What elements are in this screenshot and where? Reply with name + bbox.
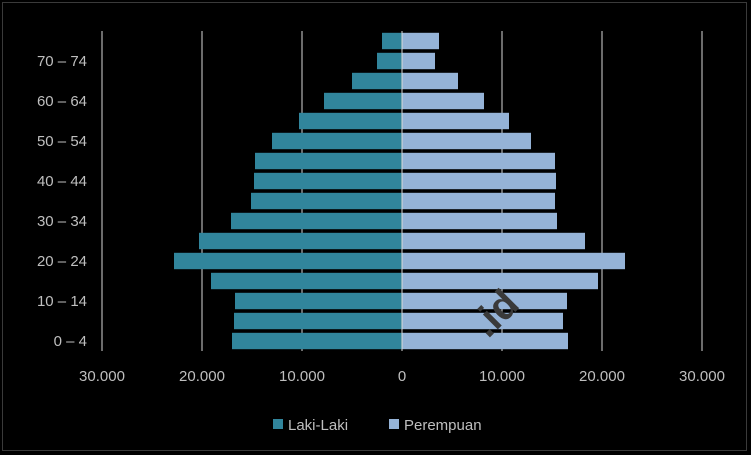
y-tick-label: 0 – 4 [54, 333, 87, 350]
x-tick-label: 20.000 [579, 368, 625, 385]
population-pyramid-chart: 0 – 4 10 – 14 20 – 24 30 – 34 40 – 44 50 – 54… [37, 31, 725, 434]
bar-perempuan [402, 92, 484, 110]
y-tick-label: 30 – 34 [37, 213, 87, 230]
y-tick-label: 10 – 14 [37, 293, 87, 310]
bar-laki-laki [232, 332, 402, 350]
bar-perempuan [402, 172, 556, 190]
legend-swatch-perempuan [389, 419, 399, 429]
x-tick-label: 10.000 [279, 368, 325, 385]
bar-perempuan [402, 72, 458, 90]
y-tick-label: 20 – 24 [37, 253, 87, 270]
bar-perempuan [402, 332, 568, 350]
x-tick-label: 10.000 [479, 368, 525, 385]
x-tick-label: 0 [398, 368, 406, 385]
x-tick-label: 30.000 [679, 368, 725, 385]
bar-laki-laki [231, 212, 402, 230]
legend: Laki-Laki Perempuan [273, 417, 482, 434]
x-axis-labels: 30.000 20.000 10.000 0 10.000 20.000 30.000 [79, 368, 725, 385]
bar-laki-laki [272, 132, 402, 150]
bars [174, 31, 625, 351]
bar-laki-laki [324, 92, 402, 110]
bar-perempuan [402, 52, 435, 70]
bar-laki-laki [211, 272, 402, 290]
bar-perempuan [402, 232, 585, 250]
legend-label-laki-laki: Laki-Laki [288, 417, 348, 434]
y-tick-label: 50 – 54 [37, 133, 87, 150]
bar-perempuan [402, 32, 439, 50]
chart-frame: 0 – 4 10 – 14 20 – 24 30 – 34 40 – 44 50 – 54… [2, 2, 747, 451]
y-tick-label: 70 – 74 [37, 53, 87, 70]
y-tick-label: 60 – 64 [37, 93, 87, 110]
bar-laki-laki [251, 192, 402, 210]
bar-laki-laki [235, 292, 402, 310]
x-tick-label: 20.000 [179, 368, 225, 385]
legend-label-perempuan: Perempuan [404, 417, 482, 434]
bar-laki-laki [255, 152, 402, 170]
bar-laki-laki [254, 172, 402, 190]
bar-laki-laki [299, 112, 402, 130]
legend-swatch-laki-laki [273, 419, 283, 429]
bar-perempuan [402, 272, 598, 290]
bar-perempuan [402, 252, 625, 270]
bar-laki-laki [234, 312, 402, 330]
bar-perempuan [402, 192, 555, 210]
x-tick-label: 30.000 [79, 368, 125, 385]
bar-perempuan [402, 212, 557, 230]
bar-laki-laki [174, 252, 402, 270]
bar-perempuan [402, 112, 509, 130]
bar-perempuan [402, 152, 555, 170]
y-tick-label: 40 – 44 [37, 173, 87, 190]
bar-perempuan [402, 292, 567, 310]
bar-laki-laki [199, 232, 402, 250]
bar-laki-laki [377, 52, 402, 70]
bar-perempuan [402, 132, 531, 150]
bar-laki-laki [352, 72, 402, 90]
y-axis-labels: 0 – 4 10 – 14 20 – 24 30 – 34 40 – 44 50 – 54… [37, 53, 87, 350]
bar-laki-laki [382, 32, 402, 50]
bar-perempuan [402, 312, 563, 330]
